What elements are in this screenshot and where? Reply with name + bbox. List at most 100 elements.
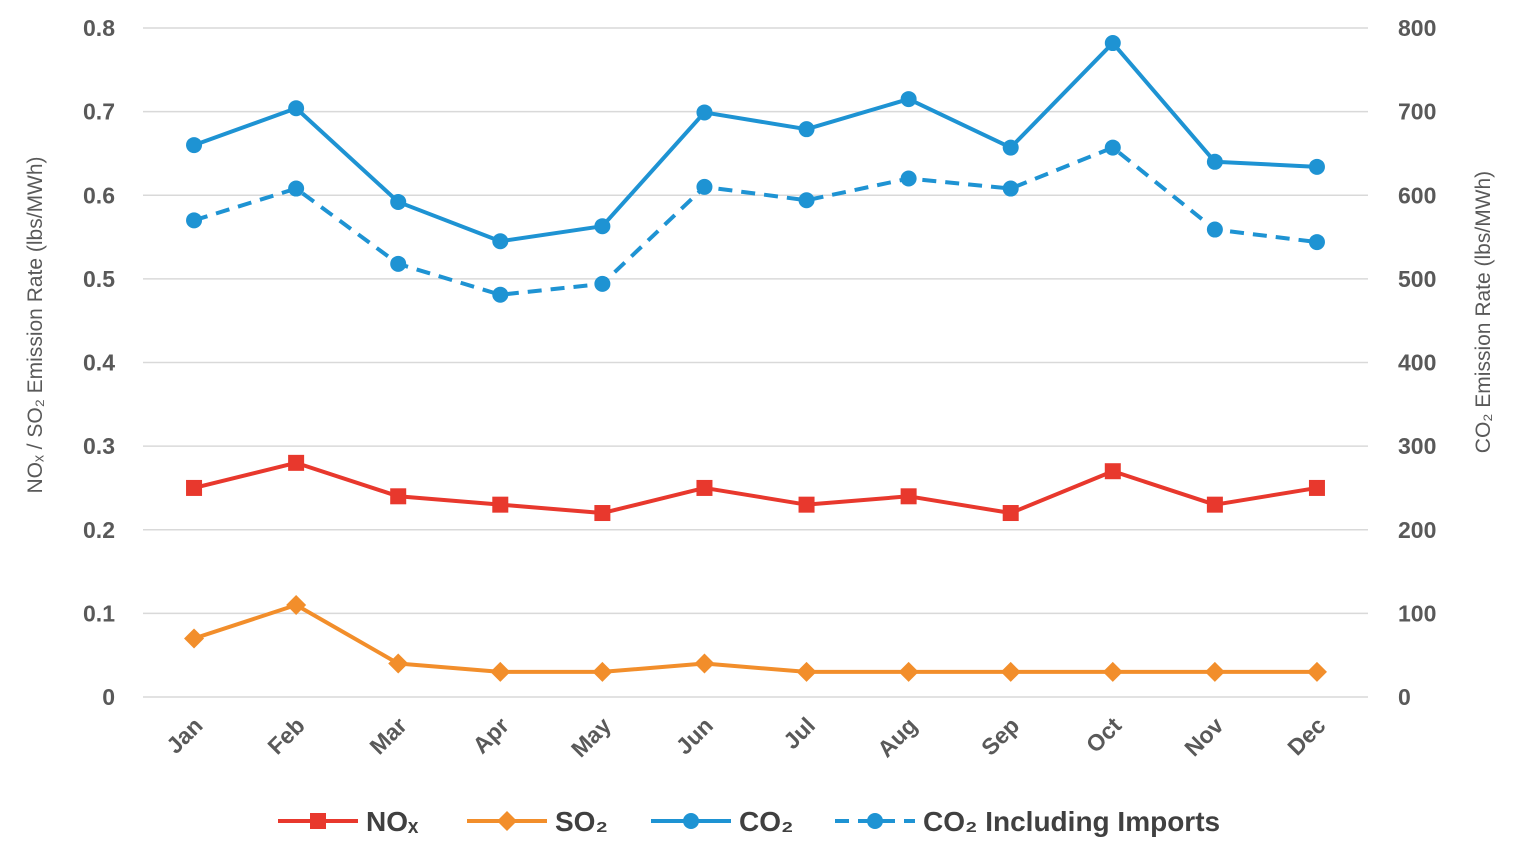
data-point <box>288 180 305 197</box>
x-tick-label: Mar <box>364 712 411 759</box>
legend-label: CO₂ <box>739 806 793 837</box>
x-tick-label: May <box>566 712 616 762</box>
left-y-tick-label: 0.2 <box>83 517 115 543</box>
legend-label: CO₂ Including Imports <box>923 806 1220 837</box>
series-1 <box>184 595 1327 682</box>
right-y-tick-label: 700 <box>1398 99 1436 125</box>
right-y-tick-label: 100 <box>1398 600 1436 626</box>
left-y-axis-title: NOₓ / SO₂ Emission Rate (lbs/MWh) <box>24 156 47 493</box>
right-y-tick-label: 200 <box>1398 517 1436 543</box>
data-point <box>1102 661 1123 682</box>
x-tick-label: Feb <box>262 712 309 759</box>
legend: NOₓ SO₂ CO₂ CO₂ Including Imports <box>278 806 1220 837</box>
legend-marker <box>683 813 699 829</box>
data-point <box>1104 139 1121 156</box>
data-point <box>1206 221 1223 238</box>
data-point <box>592 661 613 682</box>
data-point <box>492 496 509 513</box>
series-line <box>193 145 1318 297</box>
left-y-axis-ticks: 0 0.1 0.2 0.3 0.4 0.5 0.6 0.7 0.8 <box>83 15 115 710</box>
right-y-axis-ticks: 0 100 200 300 400 500 600 700 800 <box>1398 15 1436 710</box>
data-point <box>1308 158 1325 175</box>
series-line <box>193 41 1318 244</box>
legend-item: CO₂ Including Imports <box>835 806 1220 837</box>
left-y-tick-label: 0.6 <box>83 182 115 208</box>
right-y-tick-label: 800 <box>1398 15 1436 41</box>
legend-marker <box>497 811 517 831</box>
series-0 <box>186 454 1325 522</box>
data-point <box>390 488 407 505</box>
data-point <box>288 100 305 117</box>
data-point <box>1306 661 1327 682</box>
x-tick-label: Dec <box>1282 712 1330 760</box>
data-point <box>186 479 203 496</box>
data-point <box>1002 505 1019 522</box>
data-point <box>900 488 917 505</box>
data-point <box>798 496 815 513</box>
series-line <box>193 460 1318 516</box>
right-y-tick-label: 600 <box>1398 182 1436 208</box>
data-point <box>594 505 611 522</box>
data-point <box>288 454 305 471</box>
data-point <box>184 628 205 649</box>
data-point <box>898 661 919 682</box>
legend-marker <box>867 813 883 829</box>
series-3 <box>186 139 1325 303</box>
data-point <box>1002 139 1019 156</box>
legend-marker <box>310 813 326 829</box>
data-point <box>594 275 611 292</box>
left-y-tick-label: 0.8 <box>83 15 115 41</box>
data-point <box>900 91 917 108</box>
right-y-tick-label: 500 <box>1398 266 1436 292</box>
x-axis-ticks: Jan Feb Mar Apr May Jun Jul Aug Sep Oct Nov Dec <box>161 712 1330 762</box>
x-tick-label: Nov <box>1179 712 1228 761</box>
series-layer <box>184 35 1327 682</box>
x-tick-label: Sep <box>976 712 1024 760</box>
legend-label: SO₂ <box>555 806 608 837</box>
right-y-axis-title: CO₂ Emission Rate (lbs/MWh) <box>1472 171 1495 453</box>
data-point <box>1000 661 1021 682</box>
data-point <box>388 653 409 674</box>
left-y-tick-label: 0.1 <box>83 600 115 626</box>
data-point <box>594 218 611 235</box>
x-tick-label: Jun <box>671 712 718 759</box>
data-point <box>492 286 509 303</box>
legend-label: NOₓ <box>366 806 419 837</box>
data-point <box>490 661 511 682</box>
data-point <box>696 479 713 496</box>
gridlines <box>143 27 1368 698</box>
data-point <box>1104 463 1121 480</box>
legend-item: SO₂ <box>467 806 608 837</box>
data-point <box>1206 496 1223 513</box>
x-tick-label: Aug <box>872 712 922 762</box>
data-point <box>1308 234 1325 251</box>
data-point <box>696 178 713 195</box>
x-tick-label: Apr <box>467 712 513 758</box>
right-y-tick-label: 0 <box>1398 684 1411 710</box>
left-y-tick-label: 0 <box>102 684 115 710</box>
data-point <box>1104 35 1121 52</box>
legend-item: CO₂ <box>651 806 793 837</box>
x-tick-label: Jul <box>778 712 820 754</box>
data-point <box>286 595 307 616</box>
data-point <box>1308 479 1325 496</box>
data-point <box>492 233 509 250</box>
data-point <box>696 104 713 121</box>
data-point <box>796 661 817 682</box>
data-point <box>1204 661 1225 682</box>
left-y-tick-label: 0.4 <box>83 350 115 376</box>
data-point <box>1002 180 1019 197</box>
series-2 <box>186 35 1325 250</box>
left-y-tick-label: 0.3 <box>83 433 115 459</box>
data-point <box>1206 153 1223 170</box>
data-point <box>390 193 407 210</box>
right-y-tick-label: 400 <box>1398 350 1436 376</box>
data-point <box>900 170 917 187</box>
data-point <box>798 121 815 138</box>
data-point <box>186 137 203 154</box>
right-y-tick-label: 300 <box>1398 433 1436 459</box>
left-y-tick-label: 0.7 <box>83 99 115 125</box>
left-y-tick-label: 0.5 <box>83 266 115 292</box>
legend-item: NOₓ <box>278 806 419 837</box>
